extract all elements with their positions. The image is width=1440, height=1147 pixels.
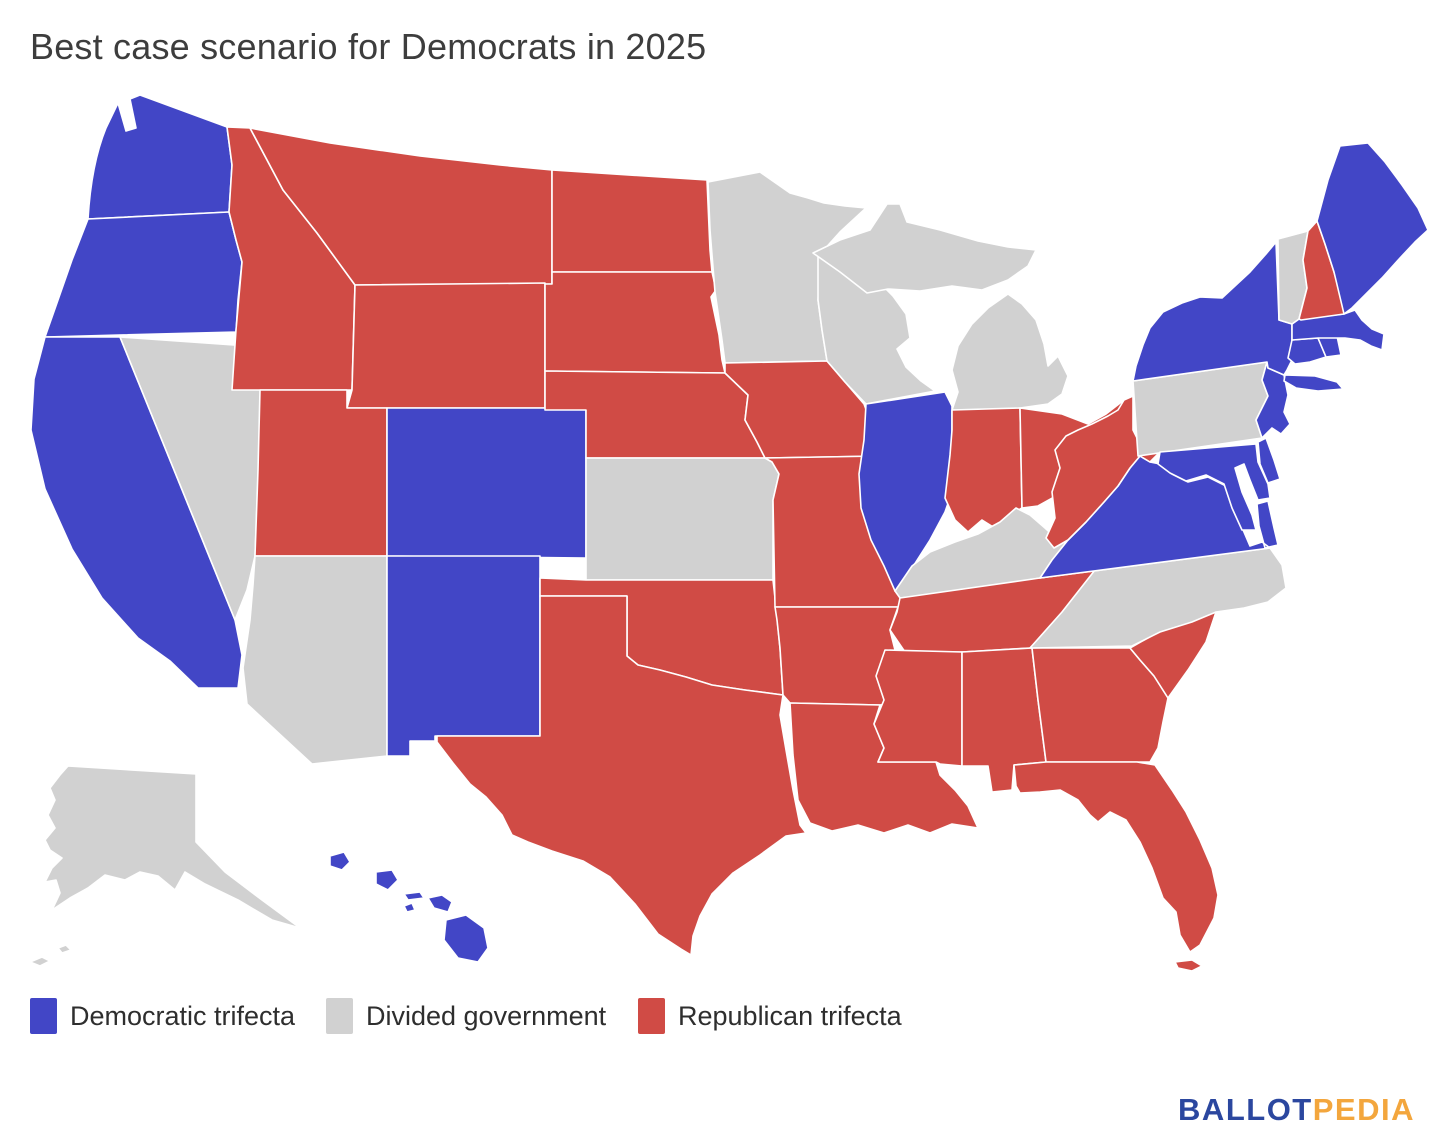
state-nm[interactable] (386, 555, 541, 757)
states-group (29, 94, 1429, 972)
legend-item-democratic: Democratic trifecta (30, 994, 295, 1038)
state-ar[interactable] (774, 606, 899, 706)
republican-trifecta-swatch (638, 998, 665, 1034)
ballotpedia-logo[interactable]: BALLOTPEDIA (1178, 1092, 1415, 1128)
state-md[interactable] (1157, 443, 1271, 531)
state-ut[interactable] (254, 389, 388, 557)
state-mi[interactable] (812, 203, 1069, 413)
divided-government-swatch (326, 998, 353, 1034)
state-nd[interactable] (551, 169, 713, 273)
state-wa[interactable] (87, 94, 233, 220)
state-ak[interactable] (29, 765, 301, 967)
state-sd[interactable] (544, 271, 726, 374)
state-ms[interactable] (873, 649, 963, 767)
state-me[interactable] (1316, 142, 1429, 315)
page-title: Best case scenario for Democrats in 2025 (30, 26, 707, 67)
legend-label-democratic: Democratic trifecta (70, 1000, 296, 1031)
state-tx[interactable] (436, 595, 807, 956)
logo-pedia: PEDIA (1312, 1092, 1415, 1127)
state-fl[interactable] (1013, 761, 1219, 972)
state-nc[interactable] (1029, 547, 1287, 649)
state-de[interactable] (1257, 437, 1281, 484)
map-legend: Democratic trifecta Divided government R… (0, 994, 1440, 1042)
logo-ballot: BALLOT (1178, 1092, 1313, 1127)
state-ca[interactable] (30, 336, 243, 689)
state-ks[interactable] (585, 457, 780, 581)
state-wy[interactable] (346, 282, 546, 409)
legend-label-divided: Divided government (366, 1000, 607, 1031)
state-az[interactable] (242, 555, 388, 765)
legend-label-republican: Republican trifecta (678, 1000, 902, 1031)
democratic-trifecta-swatch (30, 998, 57, 1034)
state-hi[interactable] (329, 851, 489, 963)
legend-item-republican: Republican trifecta (638, 994, 902, 1038)
state-co[interactable] (386, 407, 587, 559)
legend-item-divided: Divided government (326, 994, 606, 1038)
state-or[interactable] (44, 211, 243, 338)
